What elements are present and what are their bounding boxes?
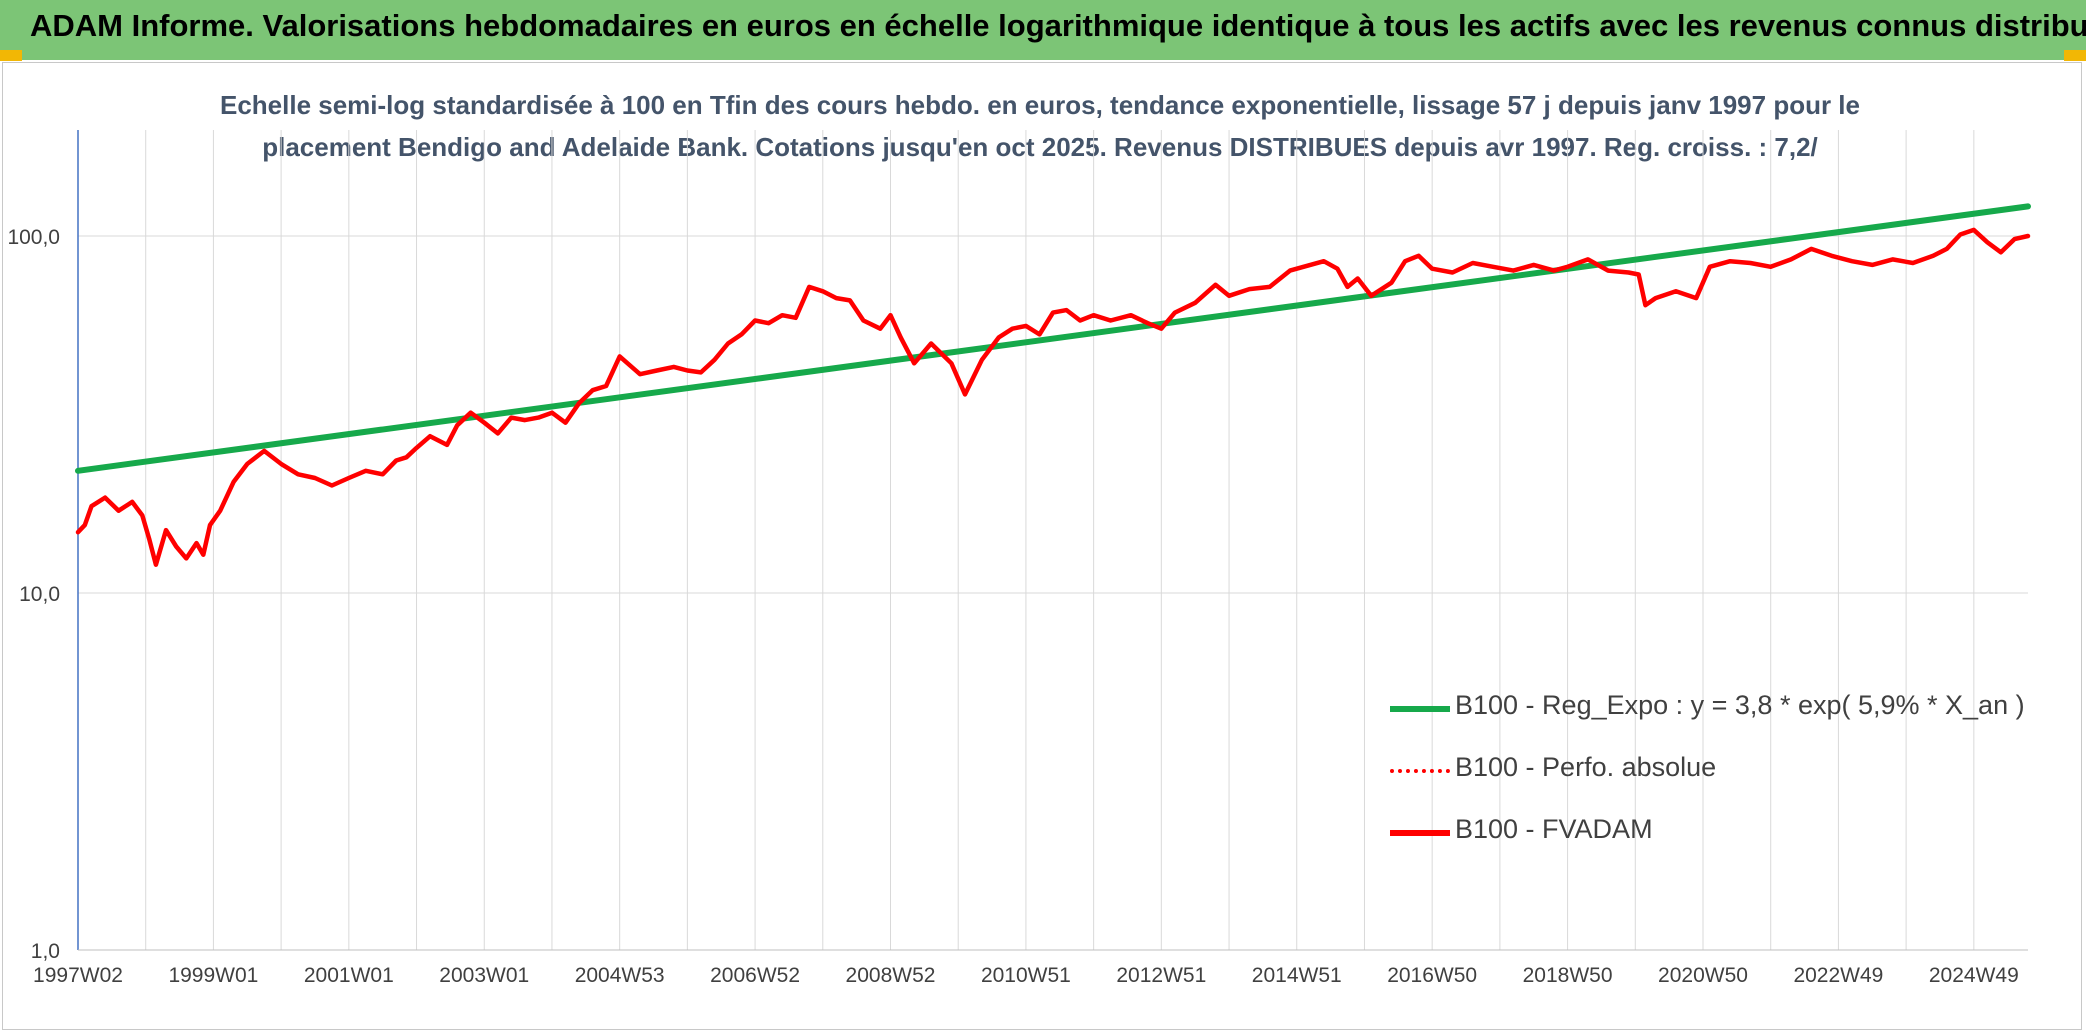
x-tick-label: 2012W51 [1116,964,1206,987]
x-tick-label: 2018W50 [1523,964,1613,987]
legend-label-perfo-absolue: B100 - Perfo. absolue [1455,752,1717,782]
x-tick-label: 2008W52 [846,964,936,987]
x-tick-label: 2024W49 [1929,964,2019,987]
chart-frame [2,62,2082,1030]
corner-accent-left [0,50,22,61]
x-tick-label: 2004W53 [575,964,665,987]
x-tick-label: 2016W50 [1387,964,1477,987]
legend-swatch-perfo-absolue [1390,769,1450,773]
regression-trend-line [75,203,2031,474]
legend-swatch-fvadam [1390,830,1450,836]
y-tick-label: 100,0 [7,226,60,249]
y-tick-label: 1,0 [31,940,60,963]
legend-label-fvadam: B100 - FVADAM [1455,814,1653,844]
chart-title-line-1: Echelle semi-log standardisée à 100 en T… [219,90,1860,120]
page-title: ADAM Informe. Valorisations hebdomadaire… [30,8,2086,43]
x-tick-label: 2014W51 [1252,964,1342,987]
x-tick-label: 2022W49 [1793,964,1883,987]
x-tick-label: 2010W51 [981,964,1071,987]
header-bar: ADAM Informe. Valorisations hebdomadaire… [0,0,2086,60]
x-tick-label: 2006W52 [710,964,800,987]
fvadam-series-line [75,227,2031,567]
legend-swatch-regression [1390,706,1450,712]
x-tick-label: 2001W01 [304,964,394,987]
y-tick-label: 10,0 [19,583,60,606]
legend-label-regression: B100 - Reg_Expo : y = 3,8 * exp( 5,9% * … [1455,690,2025,720]
x-tick-label: 1999W01 [168,964,258,987]
x-tick-label: 2020W50 [1658,964,1748,987]
x-tick-label: 1997W02 [33,964,123,987]
chart-title-line-2: placement Bendigo and Adelaide Bank. Cot… [262,132,1818,162]
x-tick-label: 2003W01 [439,964,529,987]
corner-accent-right [2064,50,2086,61]
